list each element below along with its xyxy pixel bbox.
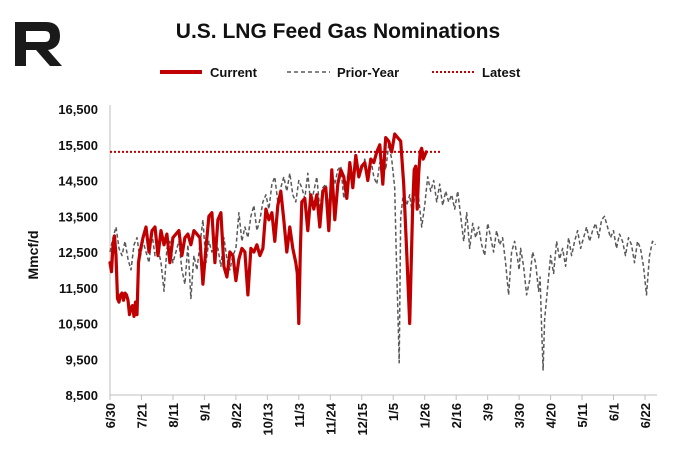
x-tick-label: 9/22: [229, 403, 244, 428]
x-tick-label: 6/1: [607, 403, 622, 421]
y-tick-label: 15,500: [58, 138, 98, 153]
x-tick-label: 11/3: [292, 403, 307, 428]
x-tick-label: 3/9: [481, 403, 496, 421]
x-tick-label: 12/15: [355, 403, 370, 436]
x-tick-label: 4/20: [544, 403, 559, 428]
x-tick-label: 5/11: [575, 403, 590, 428]
x-tick-label: 11/24: [323, 402, 338, 435]
y-axis-label: Mmcf/d: [25, 231, 41, 280]
legend-current-label: Current: [210, 65, 258, 80]
y-tick-label: 14,500: [58, 174, 98, 189]
x-tick-label: 9/1: [197, 403, 212, 421]
y-tick-label: 8,500: [65, 388, 98, 403]
y-tick-label: 9,500: [65, 352, 98, 367]
y-tick-label: 10,500: [58, 317, 98, 332]
legend-latest-label: Latest: [482, 65, 521, 80]
chart-title: U.S. LNG Feed Gas Nominations: [176, 20, 500, 43]
x-tick-label: 1/26: [418, 403, 433, 428]
legend-prior-year-label: Prior-Year: [337, 65, 399, 80]
x-tick-label: 10/13: [260, 403, 275, 436]
x-tick-label: 6/22: [638, 403, 653, 428]
legend: Current Prior-Year Latest: [160, 65, 521, 80]
x-tick-label: 2/16: [449, 403, 464, 428]
x-tick-label: 6/30: [103, 403, 118, 428]
y-tick-label: 11,500: [59, 281, 98, 296]
y-tick-label: 12,500: [58, 245, 98, 260]
current-series-line: [108, 132, 428, 326]
company-logo: [15, 22, 62, 66]
x-tick-label: 7/21: [134, 403, 149, 428]
y-tick-label: 16,500: [58, 102, 98, 117]
y-tick-label: 13,500: [58, 209, 98, 224]
plot-area: 8,500 9,500 10,500 11,500 12,500 13,500 14,500…: [58, 102, 657, 436]
x-tick-label: 3/30: [512, 403, 527, 428]
prior-year-series-line: [109, 144, 657, 371]
x-tick-label: 8/11: [166, 403, 181, 428]
x-tick-label: 1/5: [386, 403, 401, 421]
